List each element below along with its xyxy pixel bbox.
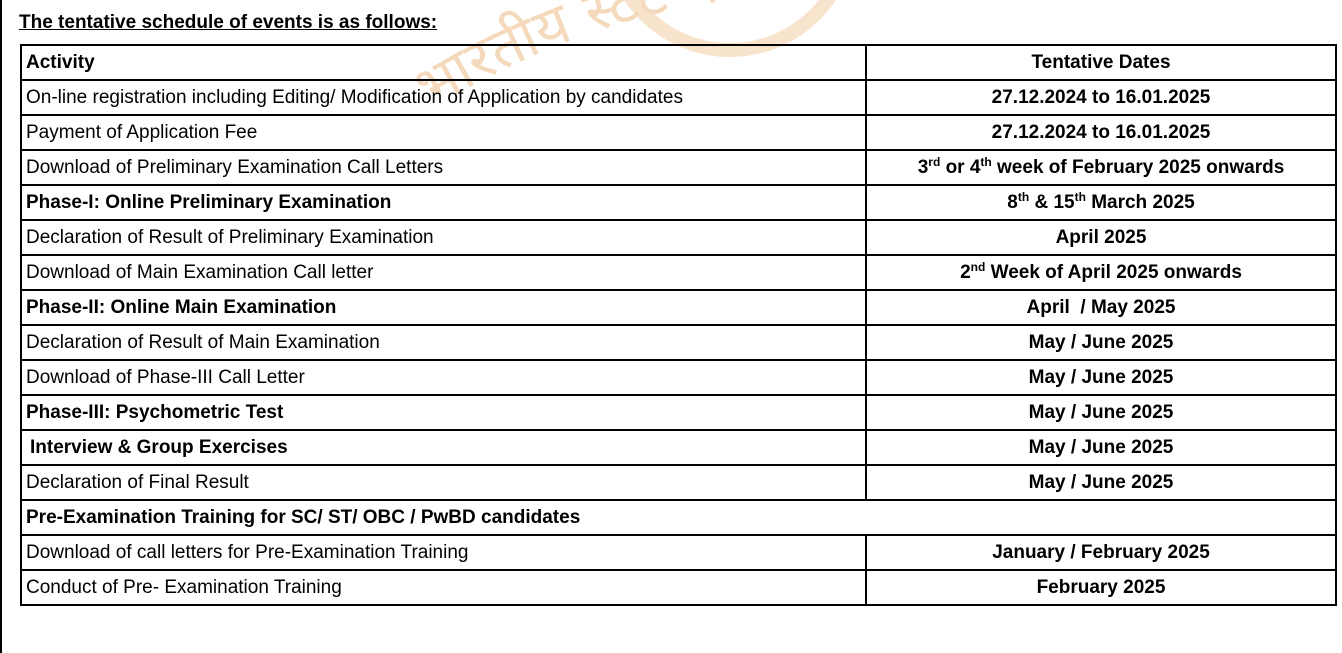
date-ordinal-suffix: rd	[928, 154, 941, 169]
tentative-date-cell: May / June 2025	[865, 394, 1337, 431]
date-text: week of February 2025 onwards	[991, 156, 1285, 178]
date-text: April 2025	[1055, 226, 1147, 248]
date-text: 2	[960, 261, 971, 283]
activity-cell: Payment of Application Fee	[20, 114, 867, 151]
table-row: Interview & Group Exercises May / June 20…	[20, 429, 1337, 466]
table-row: Phase-II: Online Main Examination April /…	[20, 289, 1337, 326]
date-text: 3	[917, 156, 929, 178]
date-text: March 2025	[1085, 191, 1195, 213]
tentative-date-cell: April / May 2025	[865, 289, 1337, 326]
activity-cell: Declaration of Result of Main Examinatio…	[20, 324, 867, 361]
activity-cell: Pre-Examination Training for SC/ ST/ OBC…	[20, 499, 1337, 536]
tentative-date-cell: May / June 2025	[865, 464, 1337, 501]
tentative-date-cell: 27.12.2024 to 16.01.2025	[865, 79, 1337, 116]
activity-cell: Download of call letters for Pre-Examina…	[20, 534, 867, 571]
date-text: 8	[1007, 191, 1018, 213]
activity-cell: Phase-I: Online Preliminary Examination	[20, 184, 867, 221]
tentative-date-cell: 3rd or 4th week of February 2025 onwards	[865, 149, 1337, 186]
activity-cell: Interview & Group Exercises	[20, 429, 867, 466]
table-header-row: Activity Tentative Dates	[20, 44, 1337, 81]
tentative-date-cell: 2nd Week of April 2025 onwards	[865, 254, 1337, 291]
date-text: January / February 2025	[992, 541, 1210, 563]
date-ordinal-suffix: th	[1017, 189, 1030, 204]
date-text: May / June 2025	[1028, 401, 1174, 423]
table-row: Conduct of Pre- Examination Training Febr…	[20, 569, 1337, 606]
table-row: Download of Main Examination Call letter…	[20, 254, 1337, 291]
table-row: On-line registration including Editing/ …	[20, 79, 1337, 116]
activity-cell: Conduct of Pre- Examination Training	[20, 569, 867, 606]
date-text: May / June 2025	[1028, 331, 1174, 353]
table-row: Phase-I: Online Preliminary Examination 8…	[20, 184, 1337, 221]
date-text: & 15	[1029, 191, 1075, 213]
date-text: May / June 2025	[1028, 471, 1174, 493]
date-text: April / May 2025	[1026, 296, 1176, 318]
table-row: Download of Preliminary Examination Call…	[20, 149, 1337, 186]
tentative-date-cell: January / February 2025	[865, 534, 1337, 571]
date-text: or 4	[940, 156, 981, 178]
activity-cell: Declaration of Final Result	[20, 464, 867, 501]
table-row: Declaration of Result of Preliminary Exa…	[20, 219, 1337, 256]
table-row: Declaration of Final Result May / June 20…	[20, 464, 1337, 501]
date-text: 27.12.2024 to 16.01.2025	[991, 121, 1211, 143]
activity-cell: Download of Main Examination Call letter	[20, 254, 867, 291]
date-ordinal-suffix: nd	[970, 259, 986, 274]
activity-cell: Phase-III: Psychometric Test	[20, 394, 867, 431]
date-text: February 2025	[1036, 576, 1166, 598]
activity-cell: Download of Preliminary Examination Call…	[20, 149, 867, 186]
table-row: Declaration of Result of Main Examinatio…	[20, 324, 1337, 361]
table-row: Download of call letters for Pre-Examina…	[20, 534, 1337, 571]
date-ordinal-suffix: th	[1074, 189, 1086, 204]
table-row: Download of Phase-III Call Letter May / J…	[20, 359, 1337, 396]
tentative-date-cell: May / June 2025	[865, 429, 1337, 466]
schedule-table: Activity Tentative Dates On-line registr…	[20, 44, 1337, 606]
table-row: Phase-III: Psychometric Test May / June 2…	[20, 394, 1337, 431]
date-ordinal-suffix: th	[980, 154, 992, 169]
date-text: May / June 2025	[1028, 436, 1174, 458]
activity-cell: Download of Phase-III Call Letter	[20, 359, 867, 396]
tentative-date-cell: April 2025	[865, 219, 1337, 256]
date-text: Week of April 2025 onwards	[985, 261, 1242, 283]
table-row: Payment of Application Fee 27.12.2024 to …	[20, 114, 1337, 151]
activity-cell: On-line registration including Editing/ …	[20, 79, 867, 116]
tentative-date-cell: February 2025	[865, 569, 1337, 606]
table-section-row: Pre-Examination Training for SC/ ST/ OBC…	[20, 499, 1337, 536]
tentative-date-cell: May / June 2025	[865, 359, 1337, 396]
schedule-heading: The tentative schedule of events is as f…	[19, 12, 438, 33]
date-text: 27.12.2024 to 16.01.2025	[991, 86, 1211, 108]
tentative-date-cell: May / June 2025	[865, 324, 1337, 361]
page-left-border	[0, 0, 2, 653]
tentative-date-cell: 8th & 15th March 2025	[865, 184, 1337, 221]
activity-cell: Phase-II: Online Main Examination	[20, 289, 867, 326]
tentative-date-cell: 27.12.2024 to 16.01.2025	[865, 114, 1337, 151]
header-tentative-dates: Tentative Dates	[865, 44, 1337, 81]
date-text: May / June 2025	[1028, 366, 1174, 388]
header-activity: Activity	[20, 44, 867, 81]
activity-cell: Declaration of Result of Preliminary Exa…	[20, 219, 867, 256]
